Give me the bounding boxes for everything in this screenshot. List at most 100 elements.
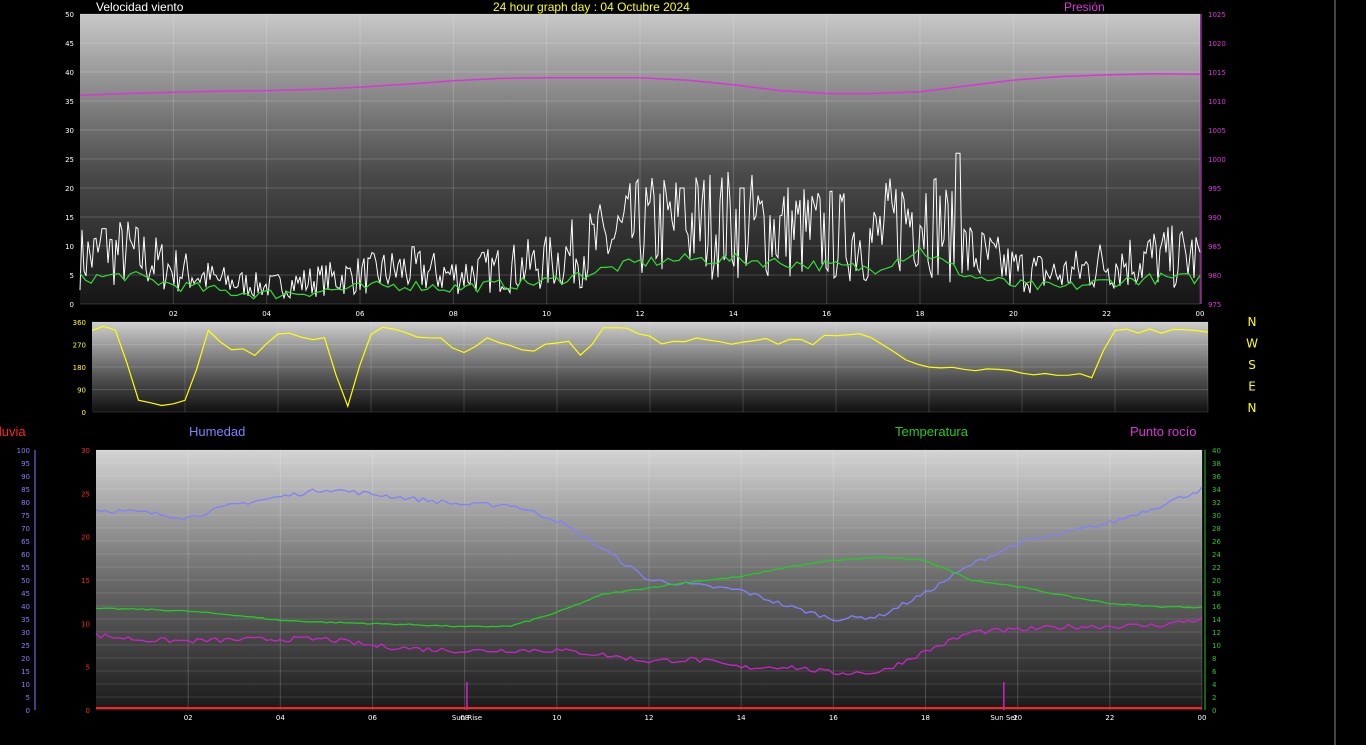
- rain-y-tick: 20: [81, 534, 90, 542]
- humidity-y-tick: 40: [21, 603, 30, 611]
- direction-y-tick: 90: [77, 387, 86, 395]
- rain-label: lluvia: [0, 424, 26, 439]
- wind-x-tick: 12: [636, 310, 645, 318]
- pressure-y-tick: 1015: [1208, 69, 1226, 77]
- humidity-line: [95, 486, 1203, 622]
- temperature-y-tick: 10: [1212, 642, 1221, 650]
- rain-y-tick: 0: [86, 707, 90, 715]
- pressure-y-tick: 1010: [1208, 98, 1226, 106]
- wind-y-tick: 25: [65, 156, 74, 164]
- wind-y-tick: 40: [65, 69, 74, 77]
- wind-y-tick: 50: [65, 11, 74, 19]
- temperature-y-tick: 40: [1212, 447, 1221, 455]
- temperature-y-tick: 38: [1212, 460, 1221, 468]
- humidity-y-tick: 50: [21, 577, 30, 585]
- wind-x-tick: 06: [356, 310, 365, 318]
- pressure-y-tick: 1005: [1208, 127, 1226, 135]
- temperature-y-tick: 0: [1212, 707, 1216, 715]
- direction-plot-area: [92, 322, 1208, 412]
- wind-y-tick: 0: [70, 301, 74, 309]
- pressure-title: Presión: [1064, 0, 1105, 14]
- wind-x-tick: 04: [262, 310, 271, 318]
- pressure-y-tick: 1020: [1208, 40, 1226, 48]
- temperature-y-tick: 26: [1212, 538, 1221, 546]
- wind-x-tick: 02: [169, 310, 178, 318]
- humidity-y-tick: 65: [21, 538, 30, 546]
- temperature-y-tick: 6: [1212, 668, 1217, 676]
- humidity-label: Humedad: [189, 424, 246, 439]
- compass-label: N: [1248, 401, 1257, 415]
- wind-direction-line: [91, 325, 1209, 409]
- rain-y-tick: 5: [86, 664, 90, 672]
- climate-x-tick: 10: [552, 714, 561, 722]
- temperature-line: [95, 556, 1203, 628]
- wind-x-tick: 10: [542, 310, 551, 318]
- wind-y-tick: 30: [65, 127, 74, 135]
- climate-x-tick: 04: [276, 714, 285, 722]
- wind-x-tick: 20: [1009, 310, 1018, 318]
- dewpoint-line: [95, 616, 1203, 676]
- rain-y-tick: 30: [81, 447, 90, 455]
- climate-x-tick: 06: [368, 714, 377, 722]
- wind-average-line: [79, 247, 1201, 300]
- humidity-y-tick: 55: [21, 564, 30, 572]
- pressure-y-tick: 985: [1208, 243, 1221, 251]
- wind-plot-area: [80, 14, 1200, 304]
- wind-y-tick: 20: [65, 185, 74, 193]
- humidity-y-tick: 35: [21, 616, 30, 624]
- humidity-y-tick: 25: [21, 642, 30, 650]
- climate-x-tick: 18: [921, 714, 930, 722]
- pressure-y-tick: 980: [1208, 272, 1221, 280]
- temperature-y-tick: 30: [1212, 512, 1221, 520]
- direction-y-tick: 0: [82, 409, 86, 417]
- climate-x-tick: 20: [1013, 714, 1022, 722]
- humidity-y-tick: 5: [26, 694, 30, 702]
- direction-y-tick: 270: [73, 342, 86, 350]
- wind-x-tick: 18: [916, 310, 925, 318]
- temperature-y-tick: 36: [1212, 473, 1221, 481]
- pressure-y-tick: 975: [1208, 301, 1221, 309]
- rain-y-tick: 15: [81, 577, 90, 585]
- temperature-y-tick: 8: [1212, 655, 1216, 663]
- humidity-y-tick: 30: [21, 629, 30, 637]
- compass-label: E: [1248, 380, 1256, 394]
- wind-x-tick: 16: [822, 310, 831, 318]
- direction-y-tick: 360: [73, 319, 86, 327]
- temperature-y-tick: 2: [1212, 694, 1216, 702]
- sunset-label: Sun Set: [990, 714, 1017, 722]
- humidity-y-tick: 70: [21, 525, 30, 533]
- temperature-y-tick: 28: [1212, 525, 1221, 533]
- humidity-y-tick: 90: [21, 473, 30, 481]
- wind-y-tick: 45: [65, 40, 74, 48]
- wind-y-tick: 10: [65, 243, 74, 251]
- temperature-y-tick: 34: [1212, 486, 1221, 494]
- humidity-y-tick: 10: [21, 681, 30, 689]
- humidity-y-tick: 0: [26, 707, 30, 715]
- sunrise-label: Sun Rise: [452, 714, 482, 722]
- temperature-y-tick: 22: [1212, 564, 1221, 572]
- compass-label: S: [1248, 358, 1256, 372]
- humidity-y-tick: 95: [21, 460, 30, 468]
- wind-speed-line: [79, 152, 1201, 300]
- pressure-y-tick: 1025: [1208, 11, 1226, 19]
- humidity-y-tick: 15: [21, 668, 30, 676]
- temperature-y-tick: 32: [1212, 499, 1221, 507]
- direction-y-tick: 180: [73, 364, 86, 372]
- temperature-y-tick: 14: [1212, 616, 1221, 624]
- compass-label: N: [1248, 315, 1257, 329]
- humidity-y-tick: 60: [21, 551, 30, 559]
- pressure-y-tick: 990: [1208, 214, 1221, 222]
- humidity-y-tick: 80: [21, 499, 30, 507]
- humidity-y-tick: 45: [21, 590, 30, 598]
- compass-label: W: [1246, 337, 1258, 351]
- climate-x-tick: 22: [1105, 714, 1114, 722]
- temperature-label: Temperatura: [895, 424, 968, 439]
- humidity-y-tick: 20: [21, 655, 30, 663]
- climate-x-tick: 14: [737, 714, 746, 722]
- date-title: 24 hour graph day : 04 Octubre 2024: [493, 0, 690, 14]
- humidity-y-tick: 85: [21, 486, 30, 494]
- climate-x-tick: 08: [460, 714, 469, 722]
- climate-x-tick: 02: [184, 714, 193, 722]
- humidity-y-tick: 75: [21, 512, 30, 520]
